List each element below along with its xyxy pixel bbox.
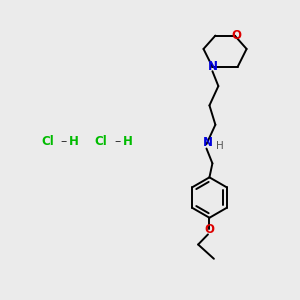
Text: O: O bbox=[231, 29, 241, 42]
Text: H: H bbox=[216, 140, 224, 151]
Text: H: H bbox=[123, 135, 133, 148]
Text: –: – bbox=[61, 135, 67, 148]
Text: H: H bbox=[69, 135, 79, 148]
Text: N: N bbox=[203, 136, 213, 149]
Text: N: N bbox=[207, 60, 218, 73]
Text: Cl: Cl bbox=[94, 135, 107, 148]
Text: –: – bbox=[114, 135, 120, 148]
Text: Cl: Cl bbox=[41, 135, 54, 148]
Text: O: O bbox=[204, 223, 214, 236]
